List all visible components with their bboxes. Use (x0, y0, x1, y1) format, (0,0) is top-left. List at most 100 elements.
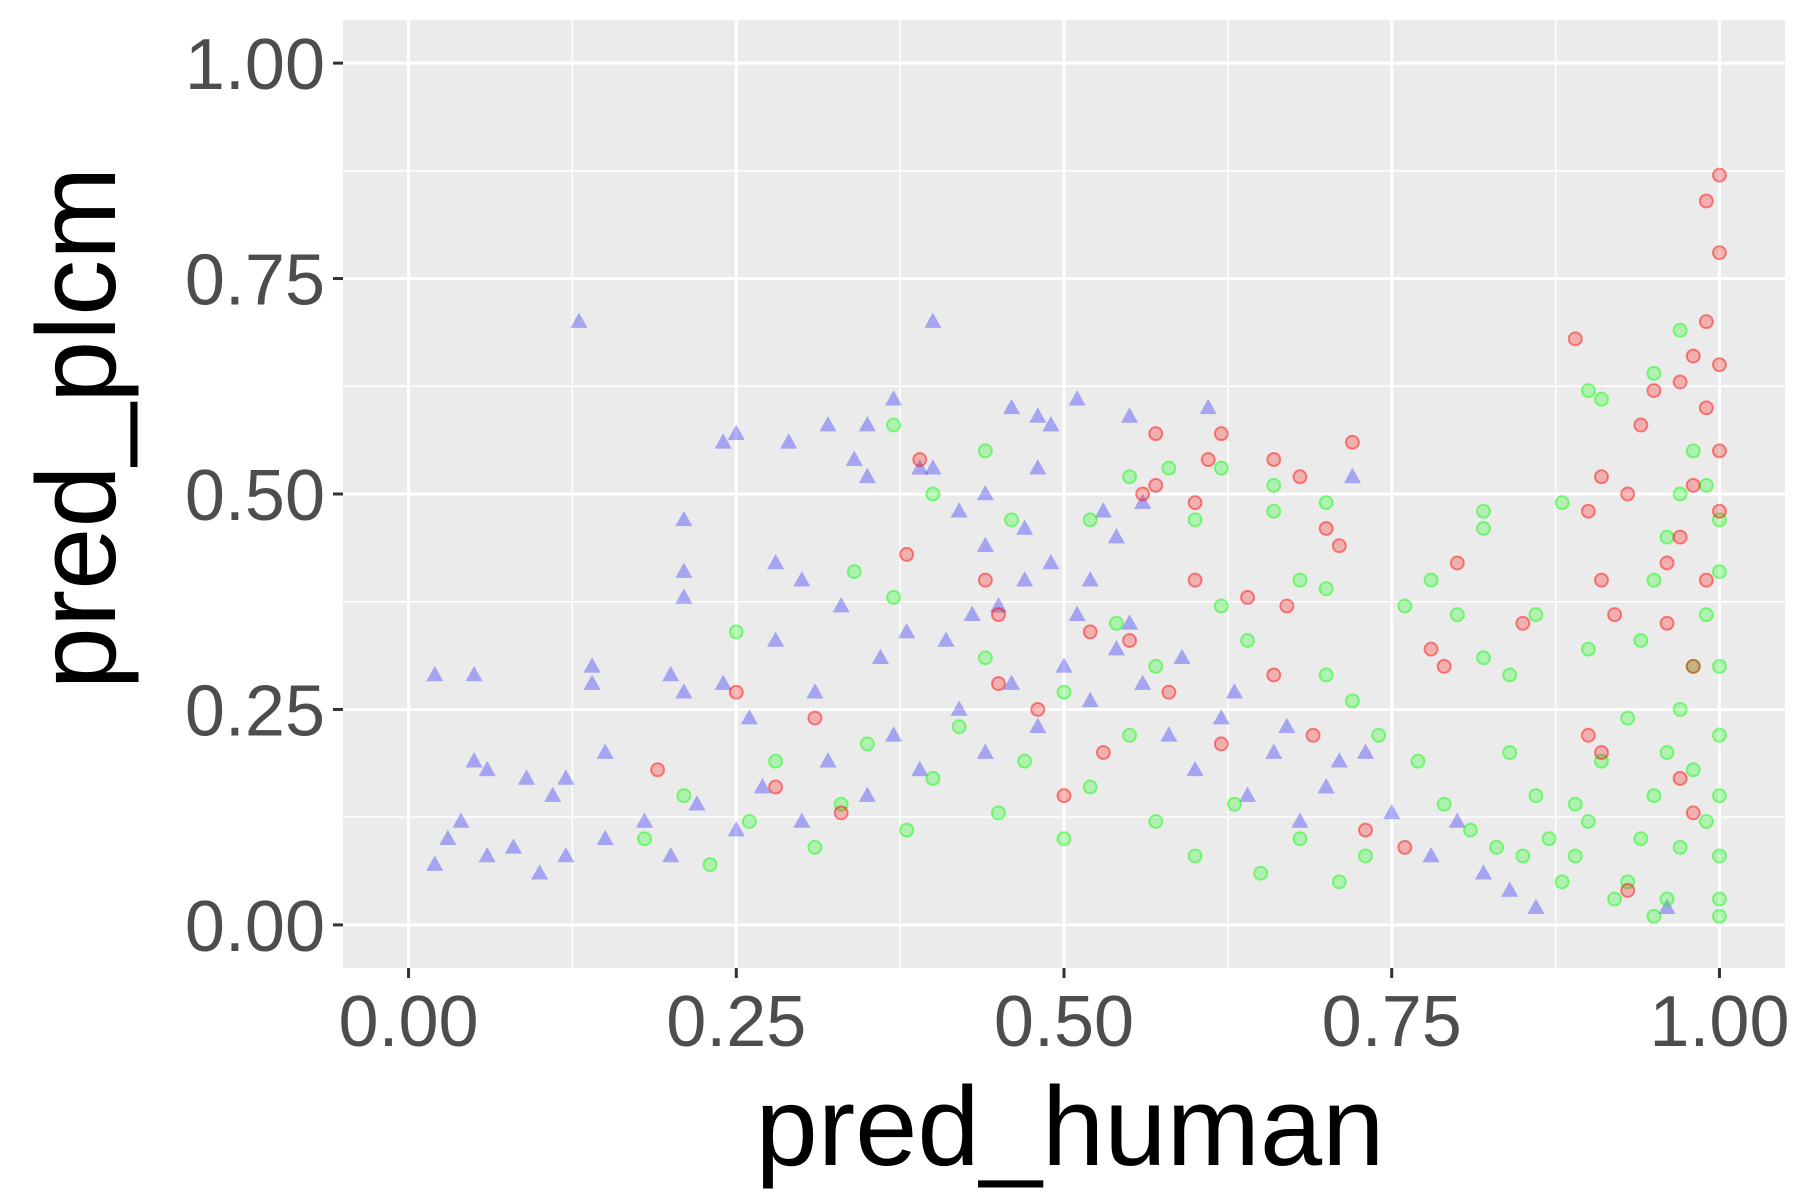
series-2-point-39 (1082, 624, 1098, 640)
series-2-point-23 (1685, 658, 1701, 674)
series-1-point-73 (1672, 839, 1688, 855)
series-0-point-94 (1068, 605, 1086, 621)
series-0-point-74 (1291, 812, 1309, 828)
series-1-point-101 (1292, 831, 1308, 847)
series-1-point-66 (1711, 727, 1727, 743)
series-0-point-97 (1225, 683, 1243, 699)
series-2-point-60 (1056, 788, 1072, 804)
series-1-point-47 (1593, 753, 1609, 769)
series-2-point-21 (1659, 615, 1675, 631)
series-2-point-20 (1607, 607, 1623, 623)
series-1-point-65 (1711, 658, 1727, 674)
series-0-point-72 (1238, 786, 1257, 802)
series-0-point-20 (924, 459, 942, 475)
series-0-point-98 (1278, 717, 1296, 733)
series-1-point-81 (637, 831, 653, 847)
series-1-point-20 (1318, 581, 1334, 597)
series-1-point-37 (1318, 667, 1334, 683)
series-0-point-48 (531, 864, 549, 880)
series-2-point-24 (1148, 426, 1164, 442)
series-1-point-62 (1633, 831, 1649, 847)
series-0-point-40 (596, 743, 614, 759)
series-0-point-49 (557, 846, 575, 863)
series-0-point-8 (714, 433, 732, 449)
series-1-point-10 (925, 486, 941, 502)
series-2-point-8 (1567, 331, 1583, 347)
series-1-point-60 (1659, 745, 1675, 761)
series-1-point-58 (1685, 658, 1701, 674)
series-1-point-1 (1580, 383, 1596, 399)
series-0-point-45 (426, 855, 444, 871)
series-1-point-59 (1672, 701, 1688, 717)
series-2-point-1 (1698, 193, 1714, 209)
series-0-point-87 (767, 631, 785, 647)
series-0-point-29 (1016, 519, 1034, 535)
series-0-point-16 (1343, 467, 1361, 484)
series-0-point-88 (714, 674, 732, 690)
series-1-point-103 (1358, 848, 1374, 864)
series-1-point-9 (1266, 477, 1282, 493)
series-0-point-47 (504, 838, 522, 854)
series-2-point-43 (1279, 598, 1295, 614)
series-1-point-27 (1502, 667, 1518, 683)
series-0-point-82 (1527, 898, 1545, 914)
series-1-point-79 (1528, 788, 1544, 804)
x-tick-label-0: 0.00 (338, 982, 478, 1062)
series-0-point-21 (1029, 459, 1047, 475)
series-1-point-23 (1449, 607, 1465, 623)
series-1-point-76 (1554, 874, 1570, 890)
series-2-point-61 (1095, 745, 1111, 761)
series-0-point-64 (1029, 717, 1047, 733)
series-1-point-31 (977, 650, 993, 666)
series-1-point-24 (1528, 607, 1544, 623)
series-1-point-96 (1122, 727, 1138, 743)
series-1-point-5 (977, 443, 993, 459)
series-1-point-22 (1423, 572, 1439, 588)
series-2-point-37 (977, 572, 993, 588)
series-2-point-28 (1292, 469, 1308, 485)
series-1-point-41 (1436, 796, 1452, 812)
series-0-point-53 (688, 795, 706, 811)
series-0-point-65 (1055, 657, 1073, 673)
series-0-point-32 (1107, 528, 1125, 544)
series-0-point-100 (1042, 553, 1060, 570)
series-0-point-78 (1422, 846, 1440, 863)
series-2-point-42 (1240, 589, 1256, 605)
series-0-point-15 (1120, 407, 1139, 423)
series-0-point-25 (767, 553, 785, 570)
series-0-point-91 (871, 648, 890, 665)
series-1-point-42 (1462, 822, 1478, 838)
series-2-point-62 (1161, 684, 1177, 700)
series-0-point-63 (1003, 674, 1021, 690)
series-0-point-18 (858, 467, 876, 484)
series-1-point-51 (1659, 529, 1675, 545)
series-2-point-33 (1318, 520, 1334, 536)
series-2-point-7 (1646, 383, 1662, 399)
series-0-point-0 (426, 665, 444, 682)
series-0-point-43 (439, 829, 457, 846)
series-2-point-66 (1358, 822, 1374, 838)
series-2-point-27 (1266, 452, 1282, 468)
series-1-point-102 (1331, 874, 1347, 890)
series-1-point-56 (1711, 564, 1727, 580)
series-2-point-51 (1685, 805, 1701, 821)
series-2-point-32 (1187, 495, 1203, 511)
series-2-point-30 (1135, 486, 1151, 502)
series-0-point-77 (1383, 803, 1401, 820)
series-1-point-36 (1240, 633, 1256, 649)
series-0-point-84 (963, 605, 981, 621)
series-1-point-72 (1685, 762, 1701, 778)
series-1-point-19 (1292, 572, 1308, 588)
series-2-point-49 (1593, 745, 1609, 761)
series-1-point-95 (1082, 779, 1098, 795)
series-0-point-26 (793, 571, 811, 587)
series-2-point-44 (1449, 555, 1465, 571)
x-tick-label-3: 0.75 (1322, 982, 1462, 1062)
series-0-point-7 (1199, 398, 1217, 415)
series-1-point-90 (925, 770, 941, 786)
series-1-point-68 (1711, 848, 1727, 864)
y-tick-label-3: 0.75 (185, 241, 325, 321)
series-0-point-58 (858, 786, 876, 802)
series-0-point-55 (753, 778, 772, 794)
y-tick-label-0: 0.00 (185, 887, 325, 967)
